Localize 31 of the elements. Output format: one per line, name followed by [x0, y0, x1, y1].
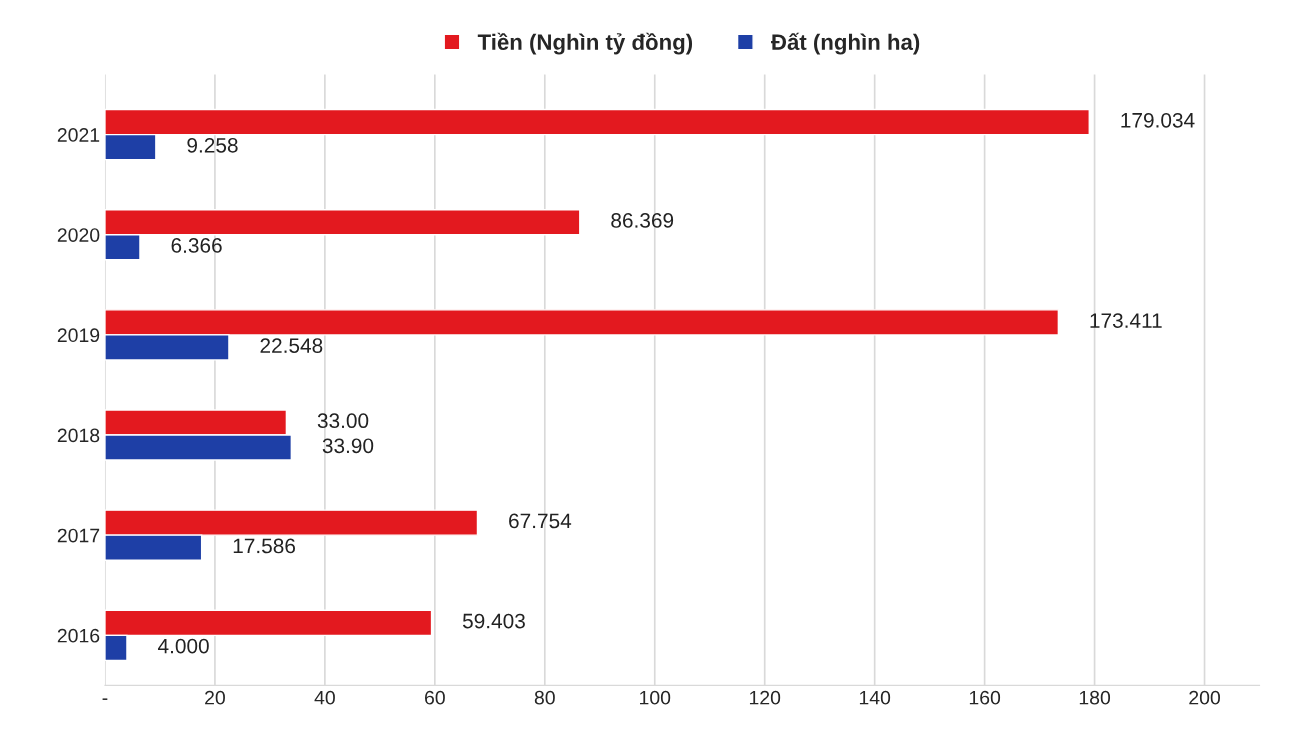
- legend-label: Đất (nghìn ha): [771, 32, 920, 55]
- legend-label: Tiền (Nghìn tỷ đồng): [477, 32, 693, 55]
- data-label: 179.034: [1121, 112, 1195, 128]
- x-tick-label: 100: [640, 690, 671, 705]
- x-tick-label: 120: [749, 690, 781, 705]
- x-tick-label: 160: [969, 690, 1001, 705]
- x-tick-label: 60: [425, 690, 445, 705]
- data-label: 4.000: [157, 638, 209, 654]
- y-tick-label: 2019: [57, 328, 100, 343]
- data-label: 86.369: [611, 213, 674, 228]
- data-label: 33.90: [322, 438, 374, 454]
- x-tick-label: 20: [205, 690, 225, 705]
- y-tick-label: 2020: [57, 228, 100, 242]
- x-tick-label: 200: [1189, 690, 1220, 705]
- data-label: 17.586: [233, 538, 296, 554]
- data-label: 6.366: [171, 238, 222, 253]
- y-tick-label: 2021: [57, 128, 100, 142]
- data-label: 33.00: [317, 413, 369, 429]
- data-label: 59.403: [462, 613, 525, 629]
- data-label: 9.258: [187, 137, 238, 153]
- data-label: 67.754: [509, 513, 572, 529]
- data-label: 173.411: [1090, 313, 1162, 328]
- y-tick-label: 2017: [57, 528, 100, 543]
- x-tick-label: 40: [314, 690, 335, 705]
- x-tick-label: 180: [1079, 690, 1111, 705]
- x-tick-label: -: [102, 698, 108, 700]
- x-tick-label: 140: [859, 690, 891, 705]
- data-label: 22.548: [260, 338, 323, 353]
- x-tick-label: 80: [534, 690, 555, 705]
- y-tick-label: 2016: [57, 628, 100, 643]
- y-tick-label: 2018: [57, 428, 100, 443]
